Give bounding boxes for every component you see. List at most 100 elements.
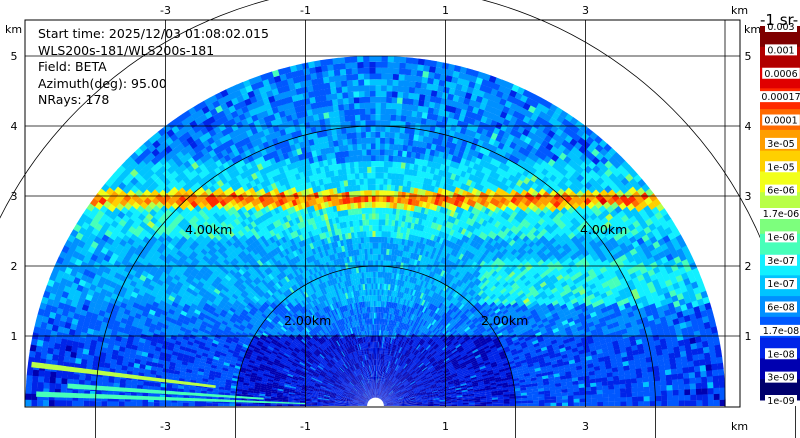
fan-cell: [393, 196, 398, 203]
fan-cell: [636, 372, 643, 379]
fan-cell: [392, 202, 398, 209]
fan-cell: [676, 247, 685, 257]
fan-cell: [580, 319, 588, 326]
fan-cell: [400, 162, 406, 169]
fan-cell: [456, 392, 463, 395]
fan-cell: [408, 391, 415, 395]
fan-cell: [683, 296, 692, 304]
fan-cell: [571, 373, 578, 379]
fan-cell: [390, 178, 396, 186]
fan-cell: [566, 352, 574, 358]
fan-cell: [448, 365, 455, 370]
fan-cell: [478, 347, 485, 353]
fan-cell: [416, 404, 423, 406]
fan-cell: [476, 357, 483, 363]
fan-cell: [719, 399, 726, 406]
fan-cell: [526, 341, 534, 347]
fan-cell: [402, 144, 408, 152]
fan-cell: [643, 288, 651, 296]
fan-cell: [523, 309, 530, 315]
fan-cell: [581, 364, 589, 370]
fan-cell: [553, 302, 561, 310]
fan-cell: [392, 403, 399, 405]
fan-cell: [446, 377, 453, 381]
fan-cell: [449, 368, 456, 373]
fan-cell: [398, 403, 405, 405]
fan-cell: [418, 385, 425, 389]
fan-cell: [387, 403, 393, 405]
fan-cell: [640, 295, 648, 303]
fan-cell: [397, 397, 404, 400]
fan-cell: [524, 322, 532, 329]
fan-cell: [664, 369, 672, 376]
fan-cell: [409, 395, 416, 398]
fan-cell: [657, 276, 665, 284]
fan-cell: [427, 71, 435, 79]
fan-cell: [579, 398, 586, 403]
fan-cell: [454, 366, 461, 370]
fan-cell: [523, 349, 530, 355]
fan-cell: [587, 366, 595, 372]
fan-cell: [433, 376, 440, 380]
fan-cell: [438, 394, 445, 397]
fan-cell: [678, 383, 685, 390]
fan-cell: [706, 333, 714, 341]
fan-cell: [654, 300, 662, 309]
fan-cell: [653, 339, 661, 346]
fan-cell: [635, 318, 644, 325]
fan-cell: [605, 367, 613, 374]
fan-cell: [446, 363, 453, 368]
fan-cell: [398, 132, 405, 140]
fan-cell: [641, 367, 648, 373]
fan-cell: [397, 394, 403, 398]
fan-cell: [529, 333, 537, 340]
fan-cell: [551, 363, 559, 368]
fan-cell: [465, 362, 473, 367]
fan-cell: [513, 382, 520, 387]
fan-cell: [455, 367, 462, 372]
fan-cell: [575, 308, 583, 315]
fan-cell: [438, 390, 444, 393]
fan-cell: [536, 320, 543, 326]
fan-cell: [521, 403, 528, 406]
fan-cell: [480, 400, 487, 403]
fan-cell: [519, 338, 526, 344]
fan-cell: [437, 387, 444, 391]
fan-cell: [649, 324, 658, 332]
fan-cell: [400, 387, 406, 391]
fan-cell: [550, 360, 558, 365]
fan-cell: [707, 314, 715, 322]
fan-cell: [448, 354, 455, 360]
fan-cell: [492, 403, 499, 406]
fan-cell: [440, 377, 447, 381]
fan-cell: [521, 317, 529, 324]
fan-cell: [505, 371, 512, 376]
fan-cell: [556, 321, 564, 328]
fan-cell: [717, 362, 724, 370]
fan-cell: [577, 376, 584, 381]
fan-cell: [528, 305, 535, 312]
fan-cell: [544, 399, 551, 403]
fan-cell: [414, 392, 421, 396]
fan-cell: [549, 383, 556, 388]
fan-cell: [634, 297, 642, 305]
fan-cell: [687, 288, 696, 297]
fan-cell: [421, 398, 428, 401]
fan-cell: [398, 400, 405, 403]
fan-cell: [572, 314, 580, 321]
fan-cell: [386, 248, 390, 255]
fan-cell: [432, 393, 439, 396]
fan-cell: [463, 357, 470, 363]
fan-cell: [395, 390, 401, 394]
fan-cell: [485, 393, 492, 397]
fan-cell: [538, 402, 545, 406]
fan-cell: [411, 104, 419, 112]
fan-cell: [469, 373, 476, 377]
fan-cell: [400, 388, 407, 393]
fan-cell: [656, 305, 664, 314]
fan-cell: [413, 389, 420, 392]
fan-cell: [520, 387, 527, 391]
fan-cell: [405, 384, 411, 388]
fan-cell: [700, 334, 708, 342]
fan-cell: [404, 401, 411, 403]
